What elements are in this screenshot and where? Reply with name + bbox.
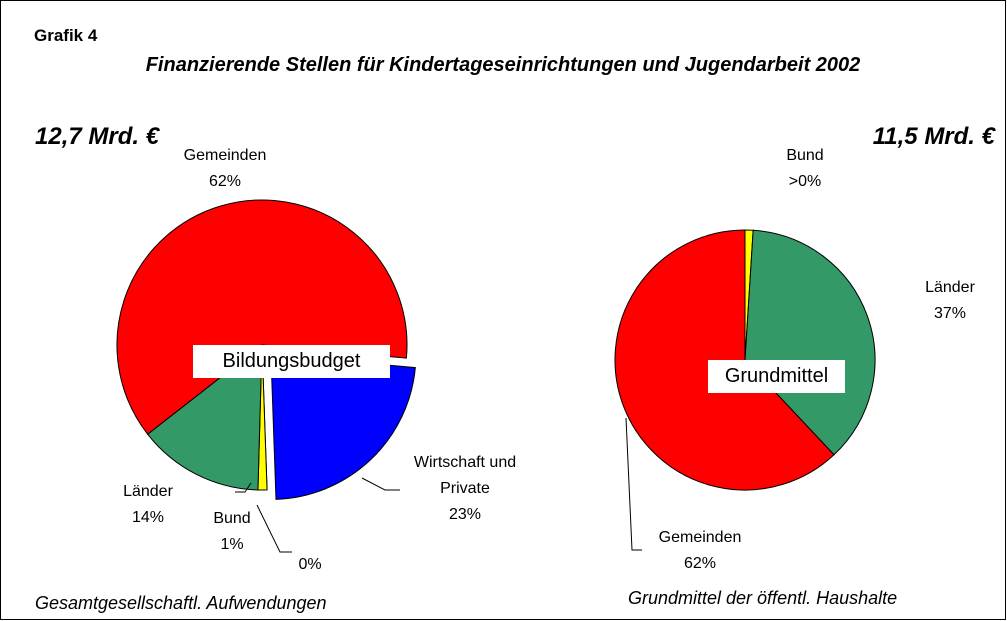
slice-value: 14% [131,509,165,526]
caption: Gesamtgesellschaftl. Aufwendungen [35,593,327,613]
pie-slice [116,199,408,435]
slice-name: Länder [123,483,173,500]
leader-line [256,504,292,553]
leader-lines [235,417,642,553]
leader-line [361,477,400,491]
slice-name: Länder [925,279,975,296]
slice-label: Bund >0% [740,143,870,195]
slice-label: Länder 37% [885,275,1007,327]
pie-slice [270,353,416,500]
slice-value: 62% [683,555,717,572]
slice-value: 62% [208,173,242,190]
total: 12,7 Mrd. € [35,123,160,150]
caption: Grundmittel der öffentl. Haushalte [628,588,898,608]
pie-slice [614,229,835,491]
slice-label: Gemeinden 62% [160,143,290,195]
slice-value: 23% [448,506,482,523]
slice-name: Wirtschaft und Private [413,454,517,497]
chart-title: Finanzierende Stellen für Kindertagesein… [145,54,861,76]
slice-value: 0% [298,556,322,573]
slice-name: Bund [786,147,824,164]
total: 11,5 Mrd. € [872,123,995,150]
slice-label: Bund 1% [167,506,297,558]
leader-line [625,417,642,551]
slice-name: Bund [213,510,251,527]
slice-value: >0% [788,173,822,190]
pie-slice [744,229,876,456]
leader-line [235,482,252,493]
header: Grafik 4 [34,26,98,45]
slice-value: 37% [933,305,967,322]
slice-name: Gemeinden [658,529,742,546]
slice-label: Wirtschaft und Private 23% [400,450,530,528]
slice-label: Gemeinden 62% [635,525,765,577]
slice-label: Länder 14% [83,479,213,531]
center-label: Bildungsbudget [193,345,390,378]
slice-value: 1% [220,536,244,553]
slice-label: 0% [245,552,375,578]
pie-slice [147,343,263,491]
slice-name: Gemeinden [183,147,267,164]
center-label: Grundmittel [708,360,845,393]
